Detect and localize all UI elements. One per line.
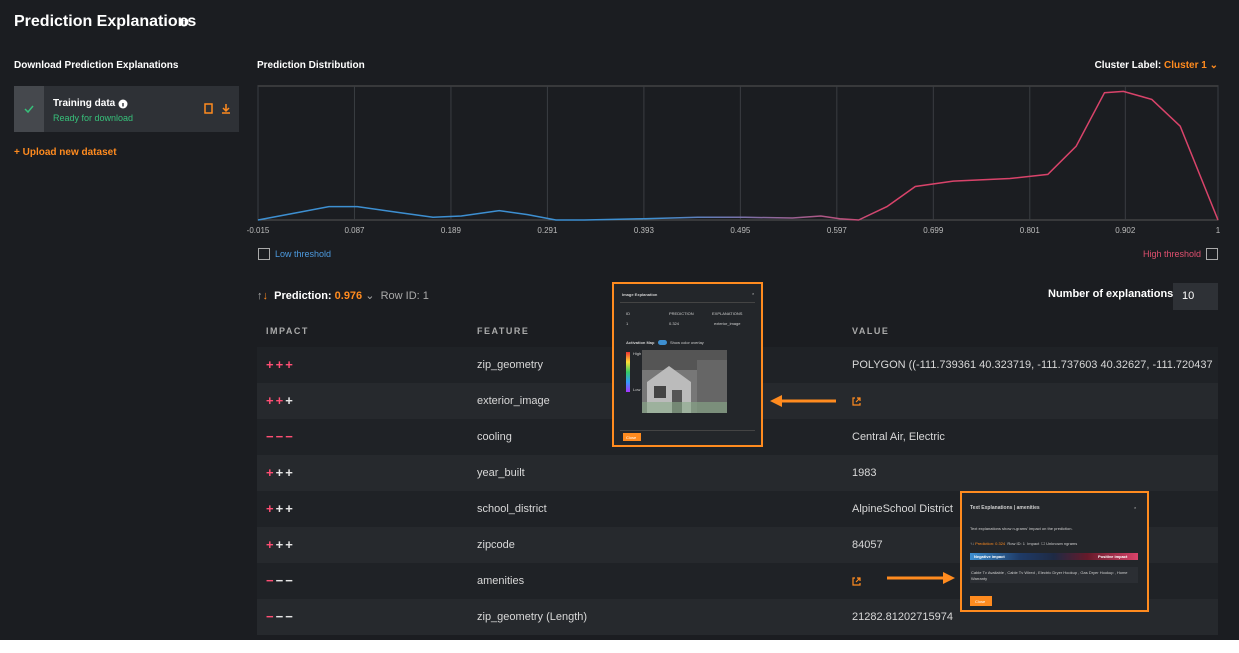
feature: exterior_image [477,395,550,407]
popup-unknown: Unknown ngrams [1046,541,1078,546]
x-tick-label: 0.393 [634,226,655,235]
column-header: VALUE [852,326,890,336]
dataset-card[interactable]: Training data Ready for download [14,86,239,132]
activation-label: Activation Map [626,340,655,345]
distribution-chart: -0.015 0.087 0.189 0.291 0.393 0.495 0.597 0.69… [247,85,1221,235]
distribution-title: Prediction Distribution [257,60,365,71]
image-popup: Image Explanation × ID PREDICTION EXPLAN… [612,282,763,447]
column-header: IMPACT [266,326,309,336]
overlay-toggle[interactable]: Show color overlay [670,340,704,345]
explanations-label: Number of explanations: [1048,288,1177,300]
popup-title: Text Explanations | amenities [970,505,1040,511]
feature: zip_geometry [477,359,544,371]
x-tick-label: 0.291 [537,226,558,235]
col: EXPLANATIONS [712,311,743,316]
cell: exterior_image [714,321,741,326]
value: 1983 [852,467,877,479]
high-label: High [633,351,642,356]
prediction-label: Prediction: [274,290,332,302]
x-tick-label: -0.015 [247,226,270,235]
value: 84057 [852,539,883,551]
prediction-value[interactable]: 0.976 [334,290,363,302]
house-image [642,350,727,413]
table-row: −−− zip_geometry (Length) 21282.8120271597… [257,599,1218,635]
x-tick-label: 1 [1216,226,1221,235]
popup-prediction: Prediction: 0.324 [975,541,1006,546]
cell: 0.324 [669,321,680,326]
popup-row: Row ID: 1 [1007,541,1025,546]
plot-frame [257,85,1219,221]
close-button[interactable]: Close [975,599,986,604]
explanations-input[interactable]: 10 [1173,283,1218,310]
upload-text[interactable]: Upload new dataset [22,147,117,158]
info-icon [179,17,189,27]
x-tick-label: 0.699 [923,226,944,235]
sidebar-title: Download Prediction Explanations [14,60,179,71]
impact: +++ [266,393,295,408]
cluster-selector[interactable]: Cluster Label: Cluster 1 ⌄ [1094,60,1218,71]
cell: 1 [626,321,629,326]
x-tick-label: 0.495 [730,226,751,235]
text-popup: Text Explanations | amenities × Text exp… [960,491,1149,612]
high-checkbox[interactable] [1206,248,1218,260]
cluster-value[interactable]: Cluster 1 [1164,60,1207,71]
positive-label: Positive impact [1098,554,1128,559]
cluster-label: Cluster Label: [1094,60,1162,71]
value: AlpineSchool District [852,503,953,515]
x-tick-label: 0.902 [1115,226,1136,235]
impact: −−− [266,573,295,588]
feature: year_built [477,467,525,479]
impact: −−− [266,429,295,444]
close-button[interactable]: Close [626,435,637,440]
table-row: +++ year_built 1983 [257,455,1218,491]
density-curve [257,90,1219,221]
col: PREDICTION [669,311,694,316]
popup-text: Cable Tv Available , Cable Tv Wired , El… [971,570,1128,581]
value-link[interactable] [852,383,861,419]
x-tick-label: 0.597 [827,226,848,235]
prediction-row: ↑↓ Prediction: 0.976 ⌄ Row ID: 1 [257,290,429,302]
feature: zipcode [477,539,515,551]
info-icon [118,99,128,109]
check-icon [24,105,34,114]
low-label: Low [633,387,641,392]
dataset-status: Ready for download [53,113,134,123]
impact: +++ [266,465,295,480]
check-box [14,86,44,132]
feature: school_district [477,503,547,515]
low-checkbox[interactable] [258,248,270,260]
arrow [770,395,836,407]
popup-impact: Impact [1027,541,1040,546]
feature: cooling [477,431,512,443]
x-tick-label: 0.801 [1020,226,1041,235]
link-icon[interactable] [852,576,861,586]
row-id: 1 [422,290,429,302]
impact: +++ [266,537,295,552]
value: Central Air, Electric [852,431,945,443]
row-id-label: Row ID: [380,290,420,302]
impact: +++ [266,501,295,516]
value: 21282.81202715974 [852,611,953,623]
x-tick-label: 0.087 [344,226,365,235]
negative-label: Negative impact [974,554,1005,559]
arrow [887,572,955,584]
impact: −−− [266,609,295,624]
popup-title: Image Explanation [622,292,658,297]
dataset-name: Training data [53,98,116,109]
column-header: FEATURE [477,326,530,336]
upload-link[interactable]: + Upload new dataset [14,147,117,158]
value-link[interactable] [852,563,861,599]
card-actions[interactable] [204,103,232,115]
low-threshold: Low threshold [275,249,332,259]
x-tick-label: 0.189 [441,226,462,235]
link-icon[interactable] [852,396,861,406]
col: ID [626,311,630,316]
impact: +++ [266,357,295,372]
feature: amenities [477,575,525,587]
popup-desc: Text explanations show n-grams' impact o… [970,526,1073,531]
high-threshold: High threshold [1142,249,1201,259]
feature: zip_geometry (Length) [477,611,588,623]
page-title: Prediction Explanations [14,13,197,30]
